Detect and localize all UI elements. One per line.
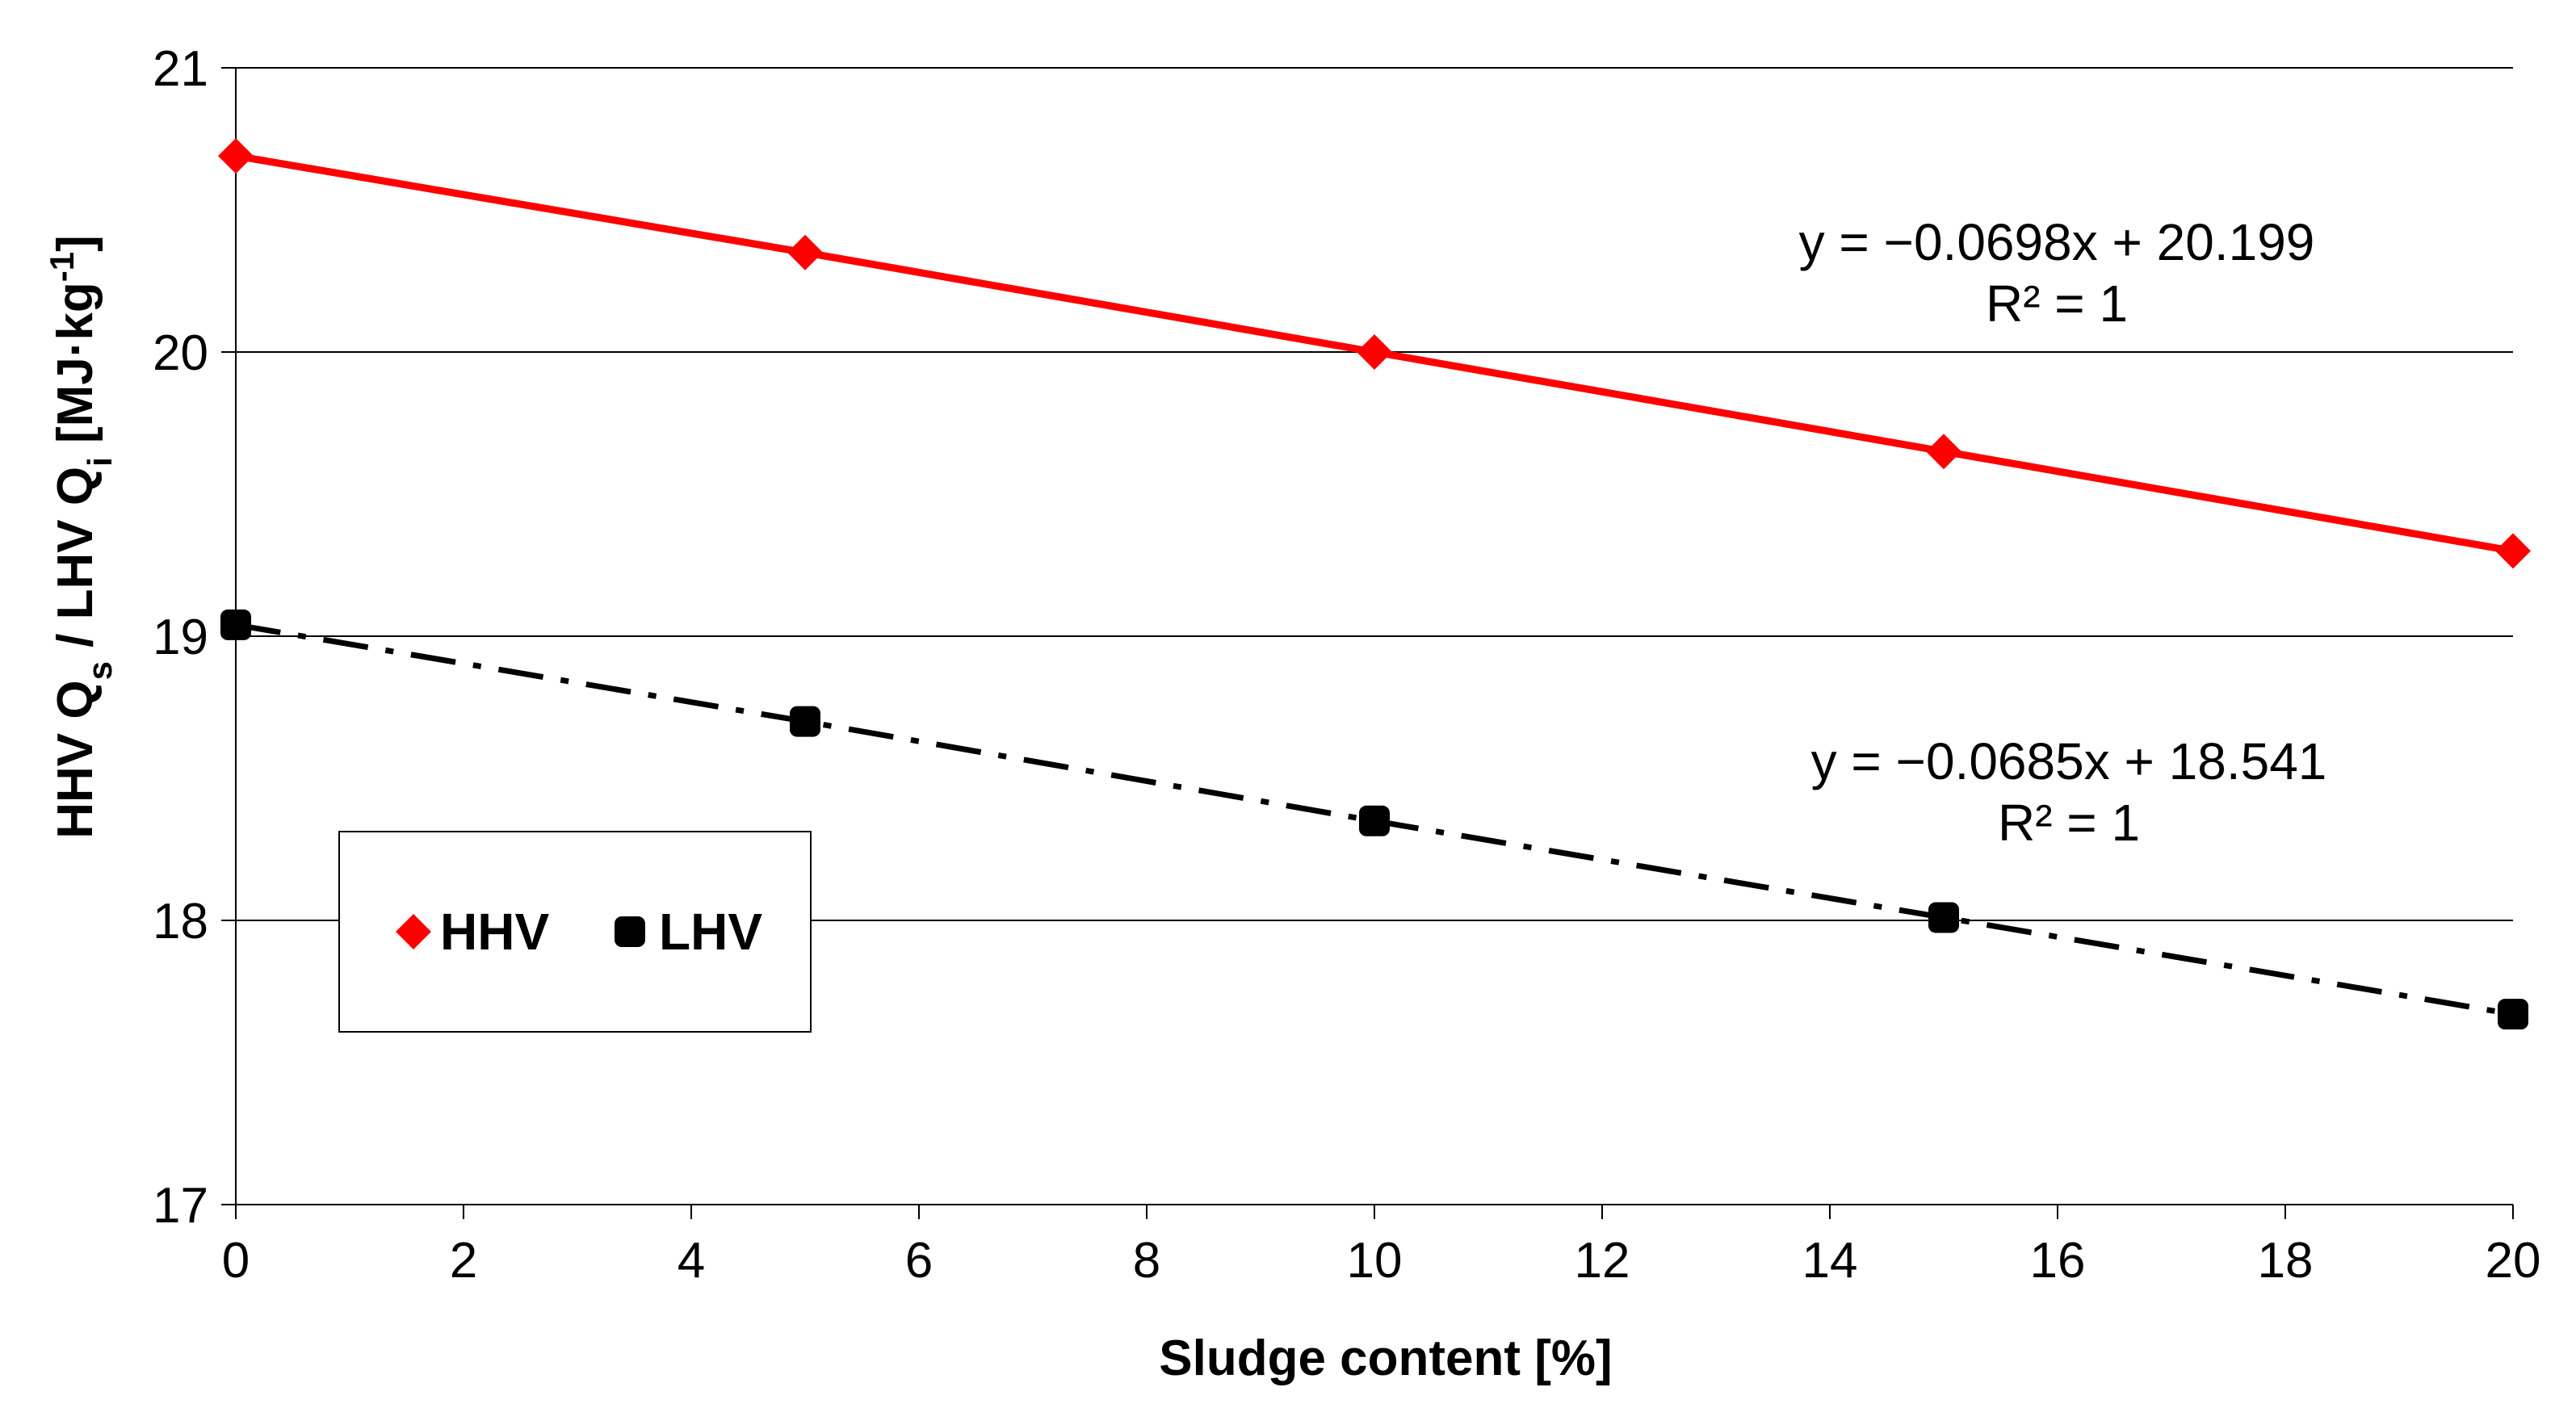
- lhv-r-squared: R² = 1: [1998, 794, 2140, 852]
- x-tick-label-12: 12: [1575, 1233, 1630, 1289]
- x-tick-label-10: 10: [1347, 1233, 1403, 1289]
- hhv-point-10: [1357, 334, 1392, 370]
- x-tick-label-14: 14: [1802, 1233, 1858, 1289]
- x-axis-title: Sludge content [%]: [1159, 1331, 1612, 1386]
- x-tick-label-6: 6: [905, 1233, 933, 1289]
- y-tick-label-21: 21: [153, 41, 208, 97]
- lhv-equation: y = −0.0685x + 18.541: [1811, 732, 2327, 790]
- hhv-r-squared: R² = 1: [1986, 275, 2128, 333]
- lhv-point-10: [1359, 805, 1390, 836]
- x-tick-label-4: 4: [678, 1233, 705, 1289]
- y-axis-title-part-5: -1: [43, 252, 81, 282]
- lhv-point-15: [1928, 902, 1959, 933]
- legend-hhv-symbol: [396, 914, 431, 949]
- hhv-equation: y = −0.0698x + 20.199: [1799, 213, 2315, 271]
- y-tick-label-17: 17: [153, 1178, 208, 1234]
- y-axis-title-part-3: i: [81, 457, 119, 467]
- x-tick-label-2: 2: [450, 1233, 477, 1289]
- x-tick-label-16: 16: [2030, 1233, 2086, 1289]
- y-tick-labels: 17 18 19 20 21: [153, 41, 208, 1234]
- y-axis-title-part-1: s: [81, 661, 119, 680]
- x-tick-label-20: 20: [2486, 1233, 2541, 1289]
- legend-lhv-symbol: [615, 916, 645, 947]
- x-tick-label-0: 0: [222, 1233, 250, 1289]
- legend-hhv-marker: [396, 914, 431, 949]
- lhv-point-20: [2498, 999, 2528, 1030]
- series: [218, 138, 2531, 1030]
- legend-lhv-label: LHV: [659, 903, 762, 961]
- hhv-point-15: [1926, 434, 1961, 470]
- y-axis-title-part-2: / LHV Q: [48, 467, 103, 661]
- legend-lhv-marker: [615, 916, 645, 947]
- lhv-point-5: [790, 706, 820, 737]
- x-tick-label-8: 8: [1133, 1233, 1160, 1289]
- y-tick-label-18: 18: [153, 894, 208, 949]
- x-tick-labels: 0 2 4 6 8 10 12 14 16 18 20: [222, 1233, 2541, 1289]
- hhv-point-0: [218, 138, 254, 174]
- legend: HHV LHV: [338, 831, 812, 1033]
- lhv-point-0: [220, 609, 251, 640]
- y-axis-title-part-0: HHV Q: [48, 680, 103, 838]
- y-tick-label-20: 20: [153, 325, 208, 381]
- y-axis-title-part-4: [MJ·kg: [48, 282, 103, 457]
- y-axis-title-part-6: ]: [48, 235, 103, 252]
- hhv-point-20: [2495, 533, 2531, 569]
- legend-hhv-label: HHV: [440, 903, 549, 961]
- y-axis-title: HHV Qs / LHV Qi [MJ·kg-1]: [43, 235, 119, 839]
- x-tick-label-18: 18: [2258, 1233, 2314, 1289]
- y-tick-label-19: 19: [153, 610, 208, 665]
- hhv-point-5: [787, 234, 823, 270]
